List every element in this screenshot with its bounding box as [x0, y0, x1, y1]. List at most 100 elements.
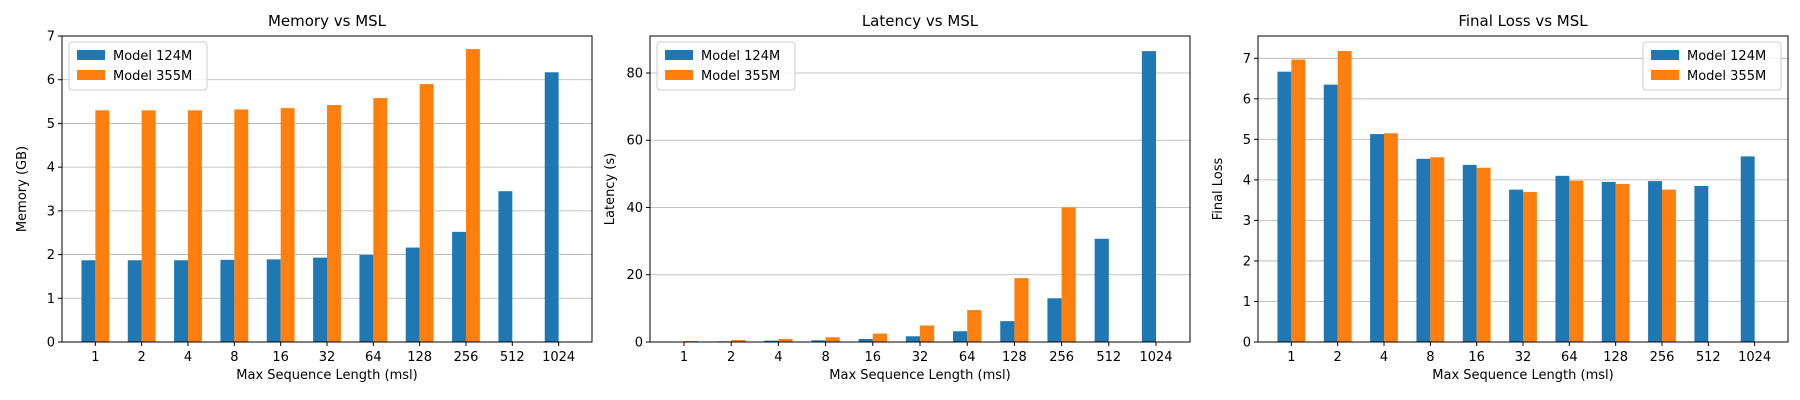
x-tick-label: 4 — [774, 350, 782, 365]
bar-model-124m — [811, 340, 826, 342]
x-tick-label: 32 — [912, 350, 929, 365]
x-axis-label: Max Sequence Length (msl) — [236, 368, 417, 383]
x-tick-label: 128 — [1603, 350, 1628, 365]
y-tick-label: 6 — [1243, 92, 1251, 107]
bar-model-355m — [778, 338, 793, 342]
x-tick-label: 128 — [1002, 350, 1027, 365]
y-tick-label: 6 — [47, 73, 55, 88]
bar-model-355m — [825, 337, 840, 342]
x-tick-label: 2 — [1334, 350, 1342, 365]
bar-model-355m — [1430, 157, 1445, 342]
bar-model-355m — [465, 49, 480, 342]
bar-model-124m — [858, 338, 873, 342]
bar-model-124m — [405, 247, 420, 342]
legend-label: Model 124M — [1687, 49, 1766, 64]
y-axis-label: Final Loss — [1211, 157, 1226, 220]
x-tick-label: 1 — [1287, 350, 1295, 365]
y-tick-label: 5 — [47, 117, 55, 132]
bar-model-124m — [220, 259, 235, 342]
legend-label: Model 355M — [701, 69, 780, 84]
legend-label: Model 124M — [113, 49, 192, 64]
x-tick-label: 2 — [727, 350, 735, 365]
x-tick-label: 256 — [1049, 350, 1074, 365]
chart-title: Final Loss vs MSL — [1458, 12, 1588, 30]
y-tick-label: 7 — [47, 30, 55, 45]
bar-model-124m — [498, 191, 513, 342]
bar-model-124m — [764, 340, 779, 342]
x-tick-label: 2 — [138, 350, 146, 365]
bar-model-124m — [544, 72, 559, 342]
bar-model-355m — [280, 108, 295, 342]
x-tick-label: 16 — [272, 350, 289, 365]
legend-swatch — [665, 70, 693, 80]
legend-label: Model 124M — [701, 49, 780, 64]
bar-model-355m — [1476, 167, 1491, 342]
bar-model-124m — [1141, 51, 1157, 342]
legend: Model 124M Model 355M — [1642, 41, 1782, 91]
x-axis-label: Max Sequence Length (msl) — [1432, 368, 1613, 383]
legend: Model 124M Model 355M — [656, 41, 796, 91]
chart-2: 0 1 2 3 4 5 6 7 1 2 4 8 16 32 64 128 256 512 1024 Final Los… — [1211, 12, 1789, 383]
bar-model-124m — [1462, 164, 1477, 342]
bar-model-124m — [1601, 181, 1616, 342]
bar-model-355m — [967, 310, 982, 342]
bar-model-355m — [920, 325, 935, 342]
bar-model-124m — [1648, 181, 1662, 342]
bar-model-355m — [188, 110, 202, 342]
x-tick-label: 1024 — [542, 350, 575, 365]
bar-model-355m — [1569, 180, 1584, 342]
x-tick-label: 1 — [91, 350, 99, 365]
x-tick-label: 32 — [319, 350, 336, 365]
bar-model-124m — [1370, 134, 1385, 342]
x-tick-label: 64 — [365, 350, 382, 365]
bar-model-124m — [1323, 84, 1338, 342]
y-tick-label: 3 — [1243, 214, 1251, 229]
bar-model-124m — [1094, 238, 1109, 342]
chart-title: Latency vs MSL — [862, 12, 979, 30]
legend-swatch — [1651, 70, 1679, 80]
x-tick-label: 1024 — [1738, 350, 1771, 365]
y-tick-label: 3 — [47, 204, 55, 219]
legend-swatch — [1651, 50, 1679, 60]
bar-model-124m — [1047, 298, 1062, 342]
bar-model-355m — [1384, 133, 1398, 342]
x-axis-label: Max Sequence Length (msl) — [829, 368, 1010, 383]
bar-model-124m — [266, 259, 281, 342]
bar-model-355m — [234, 109, 249, 342]
bar-model-355m — [1014, 278, 1029, 342]
bar-model-124m — [1740, 156, 1755, 342]
y-tick-label: 60 — [626, 134, 643, 149]
legend-label: Model 355M — [1687, 69, 1766, 84]
legend: Model 124M Model 355M — [68, 41, 208, 91]
x-tick-label: 4 — [1380, 350, 1388, 365]
y-tick-label: 80 — [626, 66, 643, 81]
chart-0: 0 1 2 3 4 5 6 7 1 2 4 8 16 32 64 128 256 512 1024 Memory vs… — [15, 12, 593, 383]
x-tick-label: 8 — [821, 350, 829, 365]
y-tick-label: 0 — [1243, 336, 1251, 351]
bar-model-124m — [953, 331, 968, 342]
legend-swatch — [77, 70, 105, 80]
bar-model-355m — [373, 98, 388, 343]
y-tick-label: 4 — [47, 161, 55, 176]
legend-label: Model 355M — [113, 69, 192, 84]
y-tick-label: 4 — [1243, 173, 1251, 188]
x-tick-label: 512 — [500, 350, 525, 365]
y-tick-label: 5 — [1243, 133, 1251, 148]
y-tick-label: 0 — [635, 336, 643, 351]
chart-title: Memory vs MSL — [268, 12, 387, 30]
chart-1: 0 20 40 60 80 1 2 4 8 16 32 64 128 256 512 1024 Latency … — [603, 12, 1191, 383]
bar-model-124m — [359, 255, 374, 342]
bar-model-355m — [327, 105, 341, 342]
bar-model-355m — [1523, 192, 1537, 342]
x-tick-label: 512 — [1696, 350, 1721, 365]
x-tick-label: 256 — [454, 350, 479, 365]
x-tick-label: 8 — [1426, 350, 1434, 365]
y-tick-label: 1 — [1243, 295, 1251, 310]
bar-model-355m — [683, 340, 699, 342]
y-axis-label: Latency (s) — [603, 153, 618, 225]
bar-model-124m — [1416, 158, 1431, 342]
bar-model-124m — [1694, 185, 1709, 342]
bar-model-355m — [419, 84, 434, 342]
x-tick-label: 64 — [959, 350, 976, 365]
